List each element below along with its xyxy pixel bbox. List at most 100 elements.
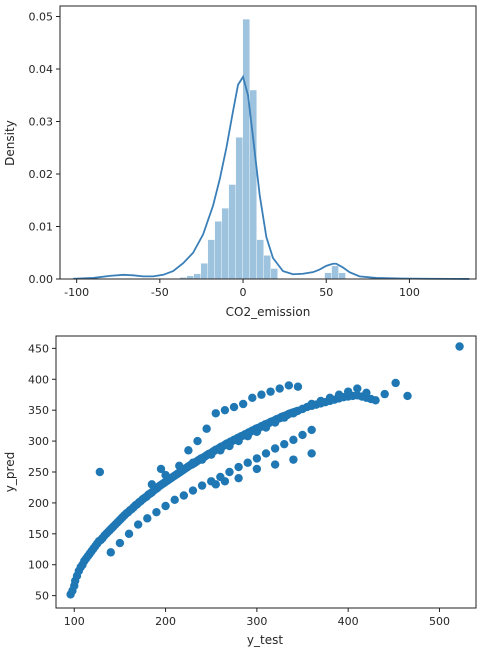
y-tick-label: 150: [28, 528, 49, 541]
scatter-point: [124, 529, 134, 539]
scatter-point: [252, 427, 262, 437]
histogram-bar: [207, 239, 215, 280]
scatter-point: [197, 455, 207, 464]
y-tick-label: 400: [28, 373, 49, 386]
x-tick-label: 400: [338, 615, 359, 628]
x-axis-ticks: -100 -50 0 50 100: [64, 279, 420, 299]
scatter-point: [307, 425, 316, 435]
scatter-point: [298, 430, 307, 440]
scatter-point: [270, 444, 280, 453]
scatter-point: [184, 446, 193, 455]
x-axis-label: y_test: [247, 633, 283, 647]
scatter-point: [289, 455, 298, 464]
histogram-bar: [228, 184, 236, 280]
x-tick-label: 200: [155, 615, 176, 628]
y-tick-label: 50: [35, 590, 49, 603]
scatter-point: [238, 399, 248, 409]
histogram-bar: [263, 255, 271, 280]
scatter-point: [280, 413, 289, 422]
scatter-point: [252, 454, 262, 463]
scatter-point: [391, 378, 400, 388]
scatter-point: [207, 450, 216, 459]
histogram-bar: [221, 207, 229, 280]
kde-curve: [73, 74, 470, 280]
scatter-point: [371, 396, 380, 405]
scatter-point: [316, 396, 325, 406]
y-tick-label: 100: [28, 559, 49, 572]
y-axis-ticks: 50 100 150 200 250 300 350 400 450: [28, 342, 56, 603]
scatter-point: [298, 404, 307, 414]
scatter-point: [225, 467, 234, 477]
histogram-bar: [235, 137, 243, 280]
y-tick-label: 0.04: [29, 63, 54, 76]
scatter-point: [207, 477, 216, 486]
scatter-point: [229, 402, 239, 412]
scatter-point: [362, 388, 371, 398]
scatter-points: [66, 342, 464, 599]
y-tick-label: 0.03: [29, 116, 54, 129]
scatter-point: [343, 387, 353, 396]
scatter-point: [455, 342, 464, 351]
scatter-point: [261, 449, 271, 458]
scatter-point: [179, 491, 189, 500]
scatter-point: [161, 501, 170, 511]
histogram-bar: [193, 273, 201, 280]
x-tick-label: 100: [399, 286, 420, 299]
scatter-point: [403, 391, 412, 401]
histogram-bars: [179, 18, 346, 280]
scatter-point: [106, 548, 115, 557]
x-axis-ticks: 100 200 300 400 500: [64, 608, 450, 628]
x-tick-label: 100: [64, 615, 85, 628]
scatter-point: [257, 390, 266, 399]
scatter-point: [293, 382, 303, 391]
scatter-point: [170, 495, 179, 505]
scatter-point: [307, 399, 316, 409]
histogram-bar: [242, 18, 250, 280]
y-axis-label: Density: [3, 120, 17, 166]
scatter-point: [152, 507, 161, 517]
y-tick-label: 450: [28, 342, 49, 355]
scatter-point: [380, 389, 389, 399]
scatter-point: [143, 514, 152, 523]
scatter-point: [225, 441, 234, 451]
scatter-point: [266, 387, 275, 396]
x-tick-label: -50: [151, 286, 169, 299]
histogram-bar: [324, 272, 332, 280]
scatter-point: [197, 481, 207, 490]
scatter-point: [248, 393, 257, 403]
scatter-point: [353, 384, 362, 393]
x-tick-label: 0: [240, 286, 247, 299]
x-tick-label: -100: [64, 286, 89, 299]
scatter-point: [289, 435, 298, 445]
scatter-point: [284, 381, 294, 390]
scatter-point: [175, 461, 184, 471]
y-axis-ticks: 0.00 0.01 0.02 0.03 0.04 0.05: [29, 11, 60, 286]
scatter-point: [216, 472, 225, 482]
scatter-point: [234, 473, 243, 483]
x-tick-label: 500: [429, 615, 450, 628]
plot-frame: [59, 5, 477, 280]
x-axis-label: CO2_emission: [226, 305, 311, 319]
scatter-point: [334, 390, 344, 399]
y-tick-label: 0.05: [29, 11, 54, 24]
scatter-point: [220, 405, 230, 415]
scatter-point: [147, 480, 157, 489]
histogram-bar: [270, 268, 278, 280]
scatter-point: [234, 436, 243, 446]
y-tick-label: 0.02: [29, 168, 54, 181]
scatter-point: [133, 520, 143, 529]
histogram-bar: [331, 265, 339, 280]
y-tick-label: 350: [28, 404, 49, 417]
y-axis-label: y_pred: [3, 452, 17, 492]
scatter-point: [243, 458, 252, 467]
y-tick-label: 200: [28, 497, 49, 510]
histogram-bar: [256, 239, 264, 280]
scatter-point: [325, 393, 335, 403]
scatter-point: [270, 418, 280, 427]
scatter-chart: 100 200 300 400 500 50 100 150 200 250 300 350 400 4…: [3, 335, 477, 647]
x-tick-label: 50: [319, 286, 333, 299]
y-tick-label: 0.01: [29, 221, 54, 234]
scatter-point: [161, 470, 170, 480]
scatter-point: [275, 384, 284, 393]
